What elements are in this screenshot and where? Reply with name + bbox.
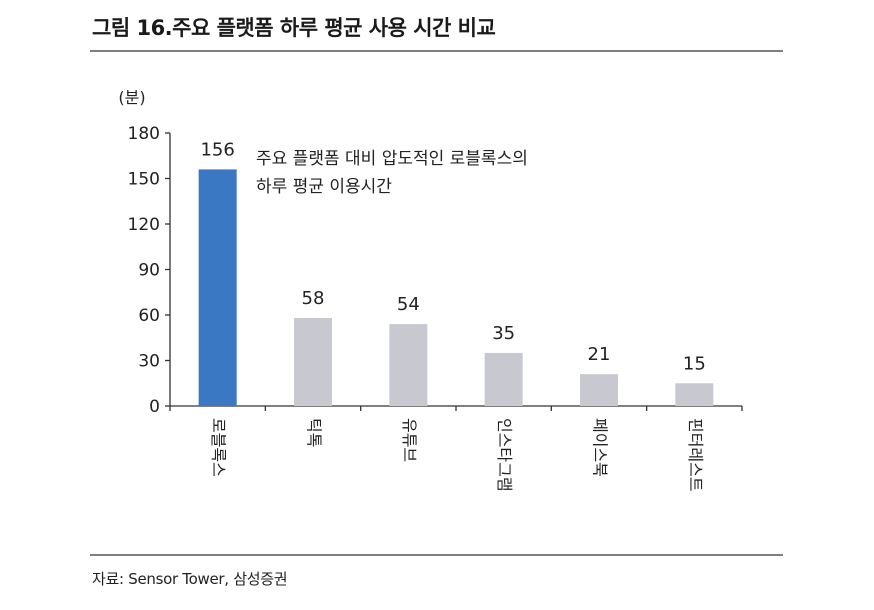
data-label: 21: [588, 344, 611, 365]
y-tick-label: 0: [149, 397, 160, 417]
data-label: 15: [683, 353, 706, 374]
y-tick-label: 120: [128, 215, 160, 235]
y-tick-label: 90: [138, 261, 160, 281]
data-label: 35: [492, 323, 515, 344]
x-category-label: 인스타그램: [495, 418, 514, 492]
data-label: 54: [397, 294, 420, 315]
y-axis-unit-label: (분): [118, 88, 145, 107]
x-category-label: 유튜브: [400, 418, 419, 462]
figure-title: 그림 16.주요 플랫폼 하루 평균 사용 시간 비교: [92, 16, 496, 40]
title-rule: [90, 50, 783, 52]
chart-annotation: 주요 플랫폼 대비 압도적인 로블록스의 하루 평균 이용시간: [256, 149, 533, 197]
bar: [580, 374, 618, 406]
y-tick-label: 180: [128, 124, 160, 144]
category-labels: 로블록스 틱톡 유튜브 인스타그램 페이스북 핀터레스트: [209, 418, 705, 492]
bar: [484, 352, 523, 406]
x-category-label: 틱톡: [305, 418, 324, 447]
x-category-label: 페이스북: [591, 418, 610, 477]
x-category-label: 핀터레스트: [686, 418, 705, 492]
bar-series: [198, 169, 714, 406]
y-tick-label: 60: [138, 306, 160, 326]
data-label: 156: [200, 139, 234, 160]
bar: [198, 169, 237, 406]
annotation-line-2: 하루 평균 이용시간: [256, 177, 392, 197]
x-axis: [169, 405, 743, 411]
source-note: 자료: Sensor Tower, 삼성증권: [92, 570, 288, 588]
bar: [389, 324, 428, 406]
y-tick-label: 30: [138, 352, 160, 372]
x-category-label: 로블록스: [209, 418, 228, 477]
y-axis: 0 30 60 90 120 150 180: [128, 124, 171, 417]
y-tick-label: 150: [128, 170, 160, 190]
bar: [675, 383, 714, 406]
data-label: 58: [302, 288, 325, 309]
bottom-rule: [90, 554, 783, 556]
bar: [294, 318, 332, 406]
data-labels: 156 58 54 35 21 15: [200, 139, 705, 374]
annotation-line-1: 주요 플랫폼 대비 압도적인 로블록스의: [256, 149, 528, 169]
